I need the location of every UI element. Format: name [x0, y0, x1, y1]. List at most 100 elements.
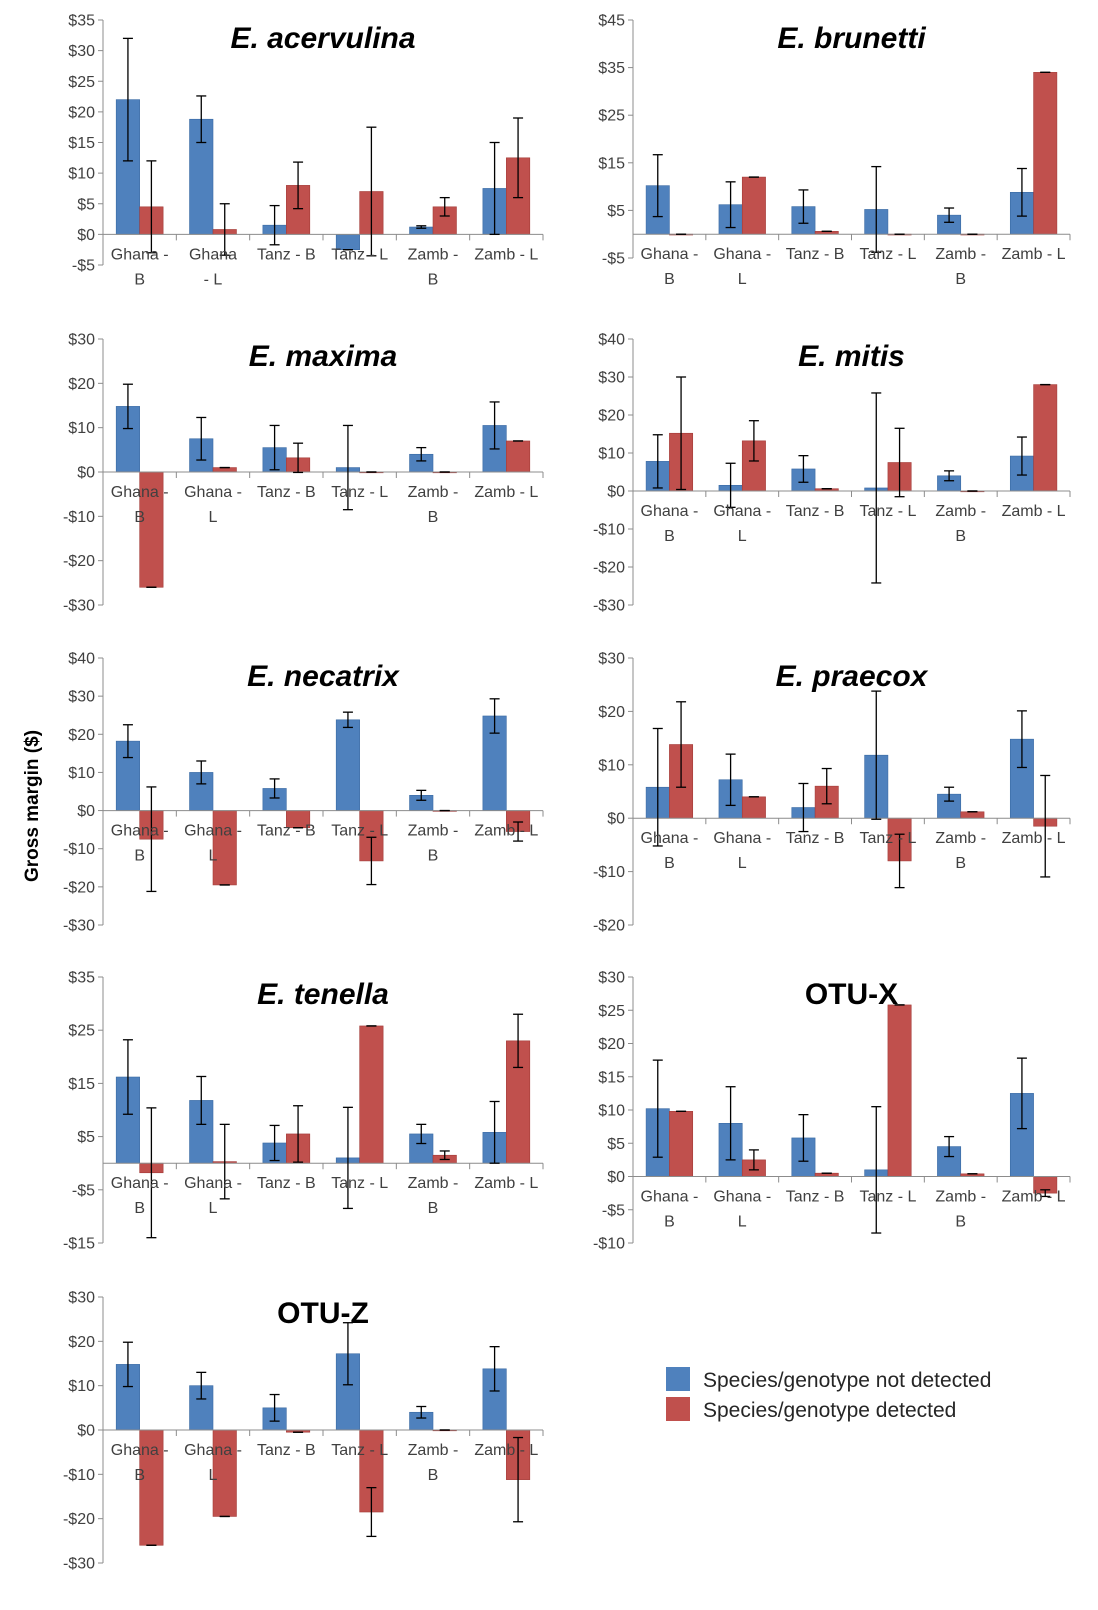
y-tick-label: $30	[598, 370, 625, 387]
category-label: Zamb -B	[935, 503, 986, 545]
bar-detected	[1033, 384, 1058, 492]
bar-not-detected	[335, 719, 360, 811]
category-label: Zamb -B	[408, 484, 459, 526]
error-bar	[196, 416, 207, 461]
y-tick-label: $0	[607, 811, 625, 828]
category-label: Zamb - L	[474, 246, 538, 263]
error-bar	[366, 836, 377, 886]
y-tick-label: -$30	[63, 1556, 95, 1573]
error-bar	[489, 1100, 500, 1164]
chart-panel-7: E. tenella -$15 -$5 $5 $15 $25 $35 Ghana -B Ghan…	[63, 970, 544, 1253]
y-tick-label: -$10	[63, 841, 95, 858]
y-tick-label: -$30	[593, 598, 625, 615]
category-label: Tanz - B	[786, 1189, 845, 1206]
category-label: Tanz - L	[859, 246, 916, 263]
y-tick-label: $5	[607, 203, 625, 220]
category-label: Ghana -L	[184, 1442, 242, 1484]
category-label: Zamb -B	[935, 246, 986, 288]
error-bar	[798, 782, 809, 833]
chart-title: E. acervulina	[230, 22, 415, 55]
category-label: Zamb - L	[474, 1175, 538, 1192]
error-bar	[269, 1124, 280, 1162]
y-tick-label: -$5	[72, 258, 95, 275]
y-tick-label: $20	[68, 104, 95, 121]
y-tick-label: $25	[598, 108, 625, 125]
error-bar	[269, 204, 280, 246]
y-tick-label: $25	[68, 74, 95, 91]
panels: E. acervulina -$5 $0 $5 $10 $15 $20 $25 $30 $35 Gh…	[63, 13, 1071, 1573]
error-bar	[122, 1039, 133, 1115]
error-bar	[366, 126, 377, 257]
y-tick-label: -$10	[63, 1467, 95, 1484]
bar-detected	[1033, 72, 1058, 235]
error-bar	[122, 1341, 133, 1388]
error-bar	[416, 1405, 427, 1419]
category-label: Tanz - L	[859, 830, 916, 847]
error-bar	[1016, 1057, 1027, 1130]
y-tick-label: $40	[598, 332, 625, 349]
y-tick-label: $30	[598, 970, 625, 987]
category-label: Zamb - L	[1002, 503, 1066, 520]
y-tick-label: -$20	[63, 1511, 95, 1528]
error-bar	[871, 392, 882, 584]
error-bar	[821, 767, 832, 805]
chart-panel-8: OTU-X -$10 -$5 $0 $5 $10 $15 $20 $25 $30 Ghana -B G…	[593, 970, 1071, 1253]
chart-panel-1: E. acervulina -$5 $0 $5 $10 $15 $20 $25 $30 $35 Gh…	[68, 13, 544, 288]
error-bar	[652, 154, 663, 218]
category-label: Tanz - B	[786, 246, 845, 263]
y-tick-label: $15	[598, 1069, 625, 1086]
error-bar	[725, 1086, 736, 1161]
category-label: Tanz - L	[331, 1442, 388, 1459]
error-bar	[439, 196, 450, 217]
error-bar	[196, 760, 207, 785]
error-bar	[269, 424, 280, 471]
y-tick-label: -$5	[602, 251, 625, 268]
error-bar	[196, 1075, 207, 1126]
error-bar	[1016, 167, 1027, 217]
y-tick-label: $40	[68, 651, 95, 668]
error-bar	[122, 37, 133, 162]
category-label: Tanz - B	[786, 503, 845, 520]
category-label: Zamb -B	[408, 1175, 459, 1217]
error-bar	[944, 470, 955, 482]
error-bar	[1016, 436, 1027, 476]
error-bar	[944, 207, 955, 223]
y-tick-label: -$10	[593, 864, 625, 881]
legend-label: Species/genotype not detected	[703, 1369, 991, 1392]
category-label: Tanz - B	[257, 246, 316, 263]
y-tick-label: -$20	[593, 560, 625, 577]
error-bar	[293, 1105, 304, 1163]
category-label: Zamb - L	[1002, 830, 1066, 847]
category-label: Tanz - B	[257, 823, 316, 840]
category-label: Zamb -B	[935, 830, 986, 872]
chart-panel-4: E. mitis -$30 -$20 -$10 $0 $10 $20 $30 $40 Ghana …	[593, 332, 1071, 615]
category-label: Tanz - L	[331, 484, 388, 501]
error-bar	[676, 701, 687, 788]
y-tick-label: $20	[598, 1036, 625, 1053]
category-label: Ghana -B	[111, 1442, 169, 1484]
chart-panel-6: E. praecox -$20 -$10 $0 $10 $20 $30 Ghana -B Gha…	[593, 651, 1071, 935]
category-label: Zamb - L	[474, 823, 538, 840]
chart-title: OTU-X	[805, 978, 898, 1011]
y-tick-label: $5	[77, 1129, 95, 1146]
error-bar	[269, 778, 280, 799]
error-bar	[196, 1371, 207, 1400]
error-bar	[342, 1322, 353, 1386]
error-bar	[676, 376, 687, 491]
y-tick-label: $5	[77, 196, 95, 213]
category-label: Tanz - B	[786, 830, 845, 847]
chart-panel-2: E. brunetti -$5 $5 $15 $25 $35 $45 Ghana -B Ghan…	[598, 13, 1071, 288]
bar-detected	[359, 1025, 384, 1164]
error-bar	[1040, 1189, 1051, 1198]
error-bar	[944, 786, 955, 802]
y-tick-label: $10	[68, 1378, 95, 1395]
y-tick-label: $0	[77, 227, 95, 244]
category-label: Ghana -B	[111, 823, 169, 865]
error-bar	[725, 753, 736, 807]
bar-detected	[741, 176, 766, 235]
category-label: Tanz - B	[257, 1442, 316, 1459]
y-tick-label: $10	[598, 1103, 625, 1120]
error-bar	[725, 181, 736, 229]
y-axis-label: Gross margin ($)	[22, 730, 43, 882]
category-label: Tanz - L	[331, 823, 388, 840]
